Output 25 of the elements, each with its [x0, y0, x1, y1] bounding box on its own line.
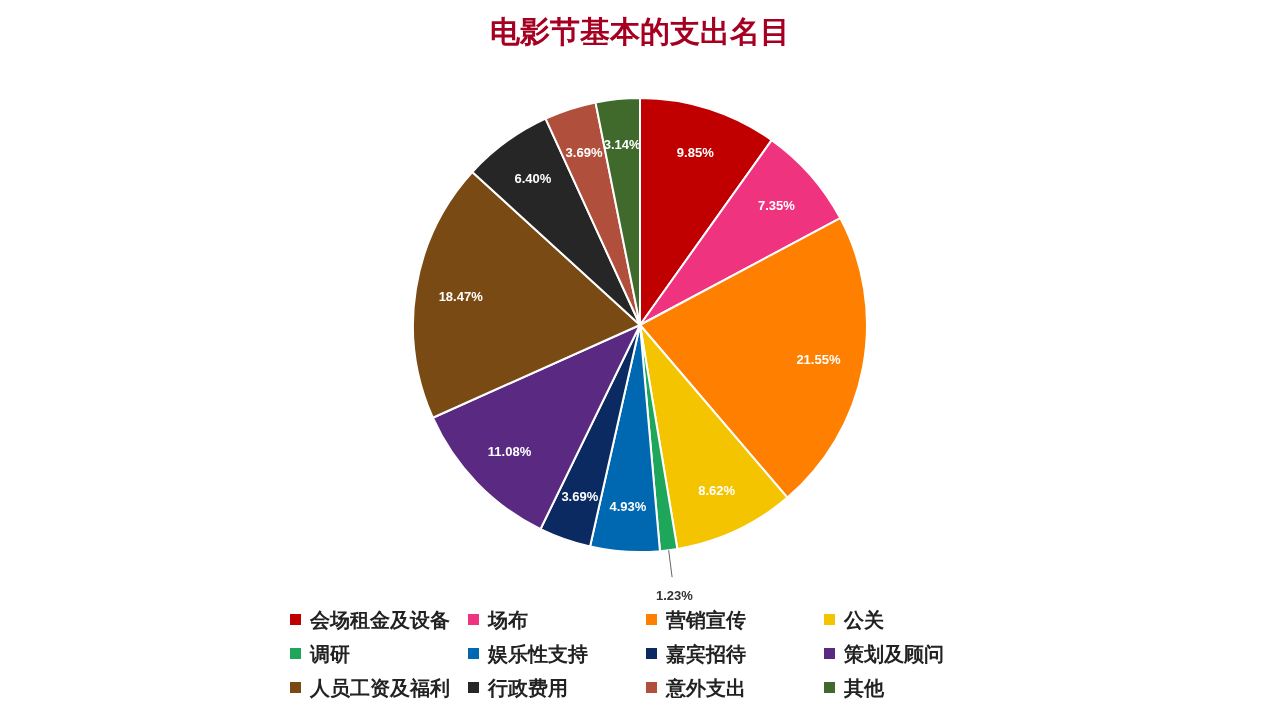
legend-label: 公关 [843, 608, 884, 632]
data-label: 7.35% [757, 198, 796, 214]
legend-label: 营销宣传 [665, 608, 746, 632]
data-label: 4.93% [609, 499, 647, 515]
data-label: 9.85% [676, 145, 715, 161]
data-label: 6.40% [514, 171, 552, 187]
legend-label: 策划及顾问 [843, 642, 944, 666]
data-label: 3.14% [603, 137, 641, 153]
legend-label: 人员工资及福利 [309, 676, 450, 700]
legend-label: 意外支出 [665, 676, 746, 700]
legend-label: 娱乐性支持 [487, 642, 588, 666]
legend-label: 调研 [309, 642, 350, 666]
legend-label: 场布 [487, 608, 528, 632]
legend-label: 行政费用 [487, 676, 568, 700]
legend-label: 会场租金及设备 [309, 608, 450, 632]
data-label: 8.62% [698, 482, 736, 498]
data-label: 3.69% [565, 145, 603, 161]
data-label: 11.08% [487, 444, 532, 460]
data-label: 18.47% [438, 289, 484, 305]
data-label: 21.55% [796, 351, 841, 367]
chart-title: 电影节基本的支出名目 [490, 14, 790, 49]
legend-label: 其他 [843, 676, 885, 700]
data-label: 3.69% [561, 489, 599, 505]
legend-label: 嘉宾招待 [666, 642, 746, 666]
data-label: 1.23% [655, 588, 694, 604]
